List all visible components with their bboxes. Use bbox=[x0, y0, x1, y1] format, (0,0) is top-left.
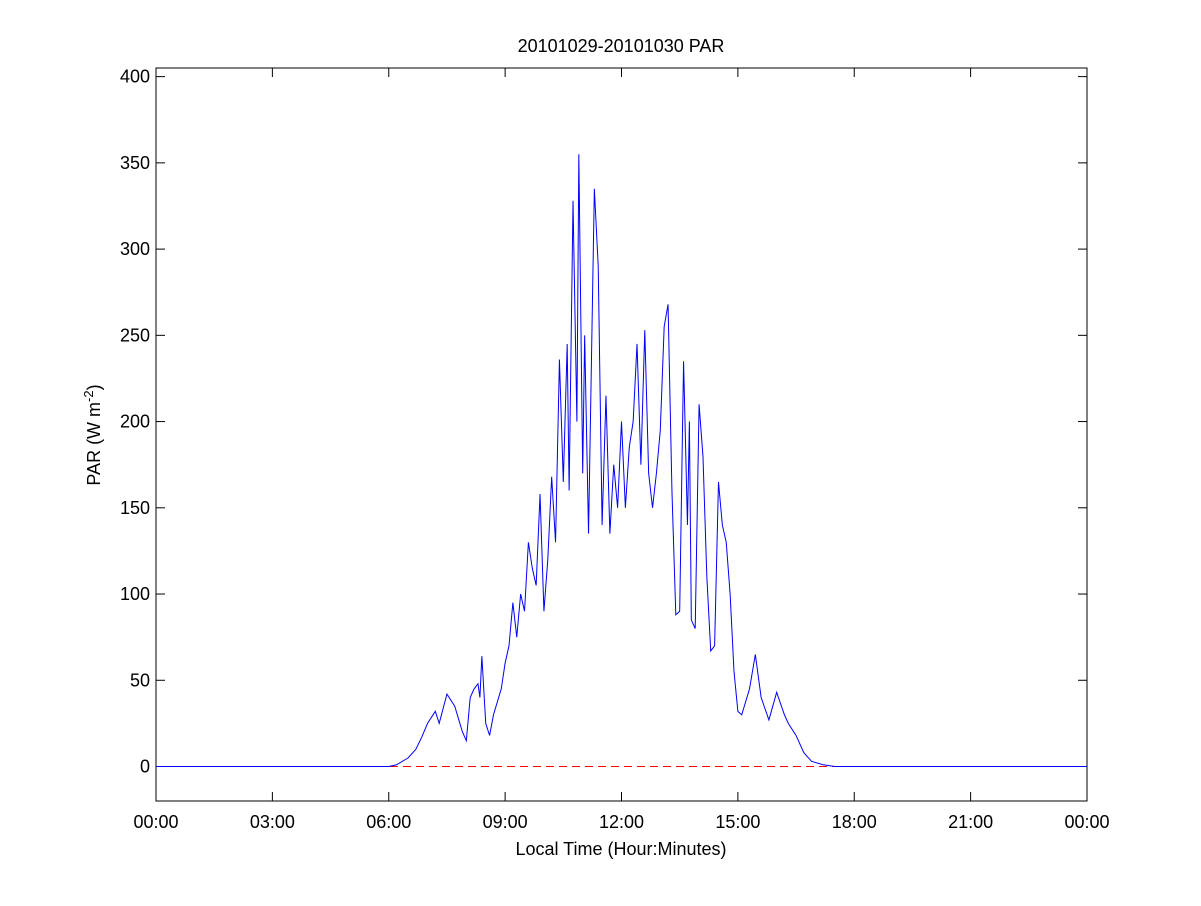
y-tick-label: 150 bbox=[120, 498, 150, 518]
y-axis-label: PAR (W m-2) bbox=[81, 384, 104, 485]
y-tick-label: 0 bbox=[140, 757, 150, 777]
plot-area bbox=[155, 67, 1088, 802]
x-tick-label: 00:00 bbox=[1064, 812, 1109, 832]
y-tick-label: 300 bbox=[120, 239, 150, 259]
x-axis-label: Local Time (Hour:Minutes) bbox=[515, 839, 726, 859]
data-line bbox=[156, 154, 1087, 768]
x-tick-label: 15:00 bbox=[715, 812, 760, 832]
x-tick-label: 12:00 bbox=[599, 812, 644, 832]
chart-title: 20101029-20101030 PAR bbox=[518, 36, 725, 56]
y-tick-label: 200 bbox=[120, 412, 150, 432]
y-tick-label: 400 bbox=[120, 67, 150, 87]
x-tick-label: 00:00 bbox=[133, 812, 178, 832]
x-tick-label: 09:00 bbox=[483, 812, 528, 832]
y-tick-label: 250 bbox=[120, 325, 150, 345]
x-tick-label: 18:00 bbox=[832, 812, 877, 832]
y-axis-label-main: PAR (W m bbox=[84, 402, 104, 486]
x-tick-label: 06:00 bbox=[366, 812, 411, 832]
x-tick-label: 21:00 bbox=[948, 812, 993, 832]
x-tick-label: 03:00 bbox=[250, 812, 295, 832]
y-axis-label-end: ) bbox=[84, 384, 104, 390]
y-tick-label: 350 bbox=[120, 153, 150, 173]
y-tick-label: 100 bbox=[120, 584, 150, 604]
y-axis-label-sup: -2 bbox=[81, 390, 96, 402]
y-tick-label: 50 bbox=[130, 670, 150, 690]
